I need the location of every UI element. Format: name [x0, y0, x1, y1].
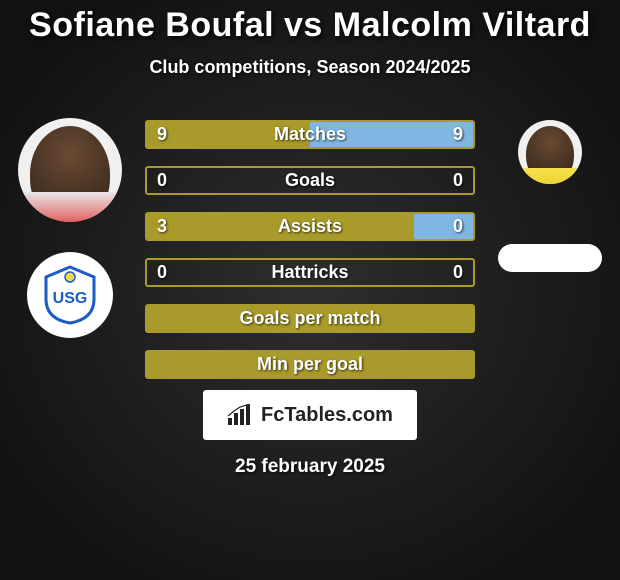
stat-bar: Min per goal — [145, 350, 475, 379]
stat-bar-right-fill — [414, 214, 473, 239]
player-avatar-left — [18, 118, 122, 222]
stat-bar-left-value: 9 — [157, 122, 167, 147]
stat-bar-right-fill — [310, 260, 473, 285]
stat-bar-left-fill — [147, 306, 473, 331]
club-badge-left: USG — [27, 252, 113, 338]
player-avatar-right — [518, 120, 582, 184]
stat-bar-left-fill — [147, 122, 310, 147]
club-crest-icon: USG — [40, 265, 100, 325]
content-row: USG Matches99Goals00Assists30Hattricks00… — [0, 120, 620, 379]
stat-bar-left-value: 3 — [157, 214, 167, 239]
brand-chart-icon — [227, 404, 253, 426]
stat-bar-left-value: 0 — [157, 260, 167, 285]
stat-bar-left-fill — [147, 168, 310, 193]
svg-text:USG: USG — [53, 290, 88, 307]
brand-box: FcTables.com — [203, 390, 417, 440]
stat-bar: Goals00 — [145, 166, 475, 195]
stat-bar-right-value: 0 — [453, 168, 463, 193]
stat-bar: Assists30 — [145, 212, 475, 241]
subtitle: Club competitions, Season 2024/2025 — [0, 57, 620, 78]
stat-bar-left-fill — [147, 260, 310, 285]
stat-bar-right-fill — [310, 122, 473, 147]
stat-bar: Hattricks00 — [145, 258, 475, 287]
stat-bar-right-value: 0 — [453, 260, 463, 285]
stat-bar-left-fill — [147, 214, 414, 239]
page-title: Sofiane Boufal vs Malcolm Viltard — [0, 6, 620, 45]
stat-bar-right-fill — [310, 168, 473, 193]
stat-bar-left-value: 0 — [157, 168, 167, 193]
stat-bar-right-value: 0 — [453, 214, 463, 239]
left-player-column: USG — [15, 120, 125, 338]
comparison-infographic: Sofiane Boufal vs Malcolm Viltard Club c… — [0, 0, 620, 580]
club-badge-right — [498, 244, 602, 272]
date-text: 25 february 2025 — [235, 456, 385, 478]
stat-bar: Matches99 — [145, 120, 475, 149]
footer: FcTables.com 25 february 2025 — [0, 390, 620, 478]
stat-bar-left-fill — [147, 352, 473, 377]
right-player-column — [495, 120, 605, 272]
brand-text: FcTables.com — [261, 404, 393, 427]
stat-bars: Matches99Goals00Assists30Hattricks00Goal… — [145, 120, 475, 379]
stat-bar: Goals per match — [145, 304, 475, 333]
stat-bar-right-value: 9 — [453, 122, 463, 147]
